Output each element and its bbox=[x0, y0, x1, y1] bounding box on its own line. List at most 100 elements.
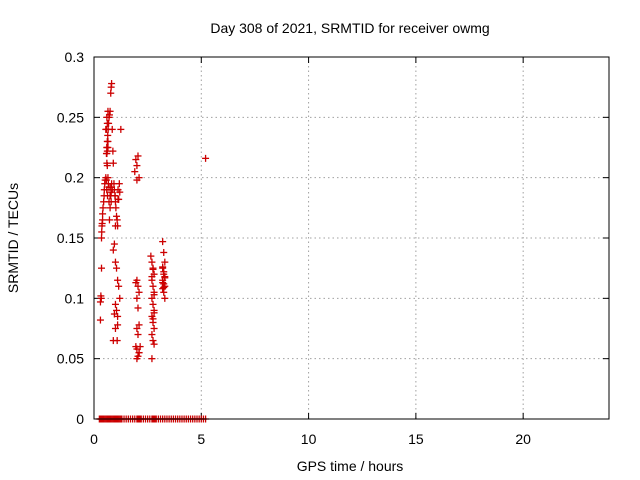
data-point bbox=[149, 300, 157, 308]
data-point bbox=[108, 80, 116, 88]
plot-frame bbox=[93, 56, 610, 420]
data-point bbox=[135, 321, 143, 329]
data-point bbox=[149, 337, 157, 345]
y-axis-label: SRMTID / TECUs bbox=[5, 183, 21, 293]
data-point bbox=[111, 258, 119, 266]
data-point bbox=[147, 252, 155, 260]
y-tick-label: 0.25 bbox=[57, 109, 84, 125]
data-point bbox=[106, 204, 114, 212]
x-tick-label: 20 bbox=[515, 431, 531, 447]
data-point bbox=[114, 321, 122, 329]
data-point bbox=[202, 154, 210, 162]
data-point bbox=[134, 304, 142, 312]
data-point bbox=[105, 216, 113, 224]
y-tick-label: 0.15 bbox=[57, 230, 84, 246]
data-point bbox=[102, 125, 110, 133]
data-point bbox=[115, 180, 123, 188]
data-point bbox=[99, 204, 107, 212]
data-point bbox=[134, 331, 142, 339]
data-point bbox=[97, 294, 105, 302]
data-point bbox=[160, 283, 168, 291]
data-point bbox=[99, 210, 107, 218]
data-point bbox=[98, 264, 106, 272]
data-point bbox=[105, 183, 113, 191]
data-point bbox=[148, 331, 156, 339]
data-point bbox=[150, 340, 158, 348]
y-tick-label: 0.05 bbox=[57, 351, 84, 367]
data-point bbox=[150, 309, 158, 317]
data-point bbox=[133, 325, 141, 332]
data-point bbox=[161, 294, 169, 302]
x-axis-label: GPS time / hours bbox=[297, 458, 404, 474]
data-point bbox=[103, 113, 111, 121]
data-point bbox=[109, 246, 117, 254]
data-point bbox=[103, 144, 111, 151]
data-point bbox=[161, 274, 169, 282]
data-point bbox=[110, 240, 118, 248]
data-point bbox=[134, 152, 142, 160]
data-point bbox=[135, 288, 143, 296]
data-point bbox=[113, 306, 121, 314]
data-point bbox=[96, 316, 104, 324]
data-point bbox=[132, 156, 140, 164]
y-tick-label: 0.1 bbox=[65, 290, 85, 306]
data-point bbox=[116, 188, 124, 196]
x-tick-label: 10 bbox=[301, 431, 317, 447]
data-point bbox=[111, 222, 119, 230]
data-point bbox=[135, 349, 143, 357]
data-point bbox=[134, 282, 142, 290]
data-point bbox=[96, 298, 104, 306]
data-point bbox=[115, 282, 123, 290]
x-tick-label: 0 bbox=[90, 431, 98, 447]
y-tick-label: 0 bbox=[76, 411, 84, 427]
data-point bbox=[104, 137, 112, 145]
data-point bbox=[159, 285, 167, 293]
data-point bbox=[99, 216, 107, 224]
data-point bbox=[111, 325, 119, 332]
data-point bbox=[103, 119, 111, 127]
data-point bbox=[148, 294, 156, 302]
data-point bbox=[149, 315, 157, 323]
data-point bbox=[117, 125, 125, 133]
data-point bbox=[133, 176, 141, 184]
data-point bbox=[136, 343, 144, 351]
data-point bbox=[159, 238, 167, 246]
data-point bbox=[98, 228, 106, 236]
data-point bbox=[116, 294, 124, 302]
data-point bbox=[133, 162, 141, 170]
data-point bbox=[111, 192, 119, 200]
data-point bbox=[98, 234, 106, 242]
data-point bbox=[114, 276, 122, 284]
data-point bbox=[111, 300, 119, 308]
data-point bbox=[102, 176, 110, 184]
data-point bbox=[159, 279, 167, 287]
data-point bbox=[107, 89, 115, 97]
data-point bbox=[149, 265, 157, 273]
x-tick-label: 15 bbox=[408, 431, 424, 447]
data-point bbox=[103, 159, 111, 167]
data-point bbox=[109, 159, 117, 167]
data-point bbox=[104, 107, 112, 115]
data-points bbox=[95, 80, 210, 423]
data-point bbox=[132, 279, 140, 287]
data-point bbox=[133, 355, 141, 363]
data-point bbox=[113, 337, 121, 345]
data-point bbox=[113, 264, 121, 272]
grid-lines bbox=[94, 57, 609, 419]
data-point bbox=[161, 258, 169, 266]
chart-title: Day 308 of 2021, SRMTID for receiver owm… bbox=[210, 20, 489, 36]
data-point bbox=[148, 273, 156, 281]
data-point bbox=[108, 180, 116, 188]
data-point bbox=[114, 312, 122, 320]
data-point bbox=[160, 268, 168, 276]
x-tick-label: 5 bbox=[197, 431, 205, 447]
data-point bbox=[148, 355, 156, 363]
y-tick-label: 0.2 bbox=[65, 170, 85, 186]
axes: 0 5 10 15 20 0 0.05 0.1 0.15 0.2 0.25 0.3 bbox=[57, 49, 609, 447]
data-point bbox=[149, 282, 157, 290]
data-point bbox=[150, 291, 158, 299]
data-point bbox=[159, 263, 167, 271]
data-point bbox=[113, 216, 121, 224]
data-point bbox=[114, 195, 122, 203]
